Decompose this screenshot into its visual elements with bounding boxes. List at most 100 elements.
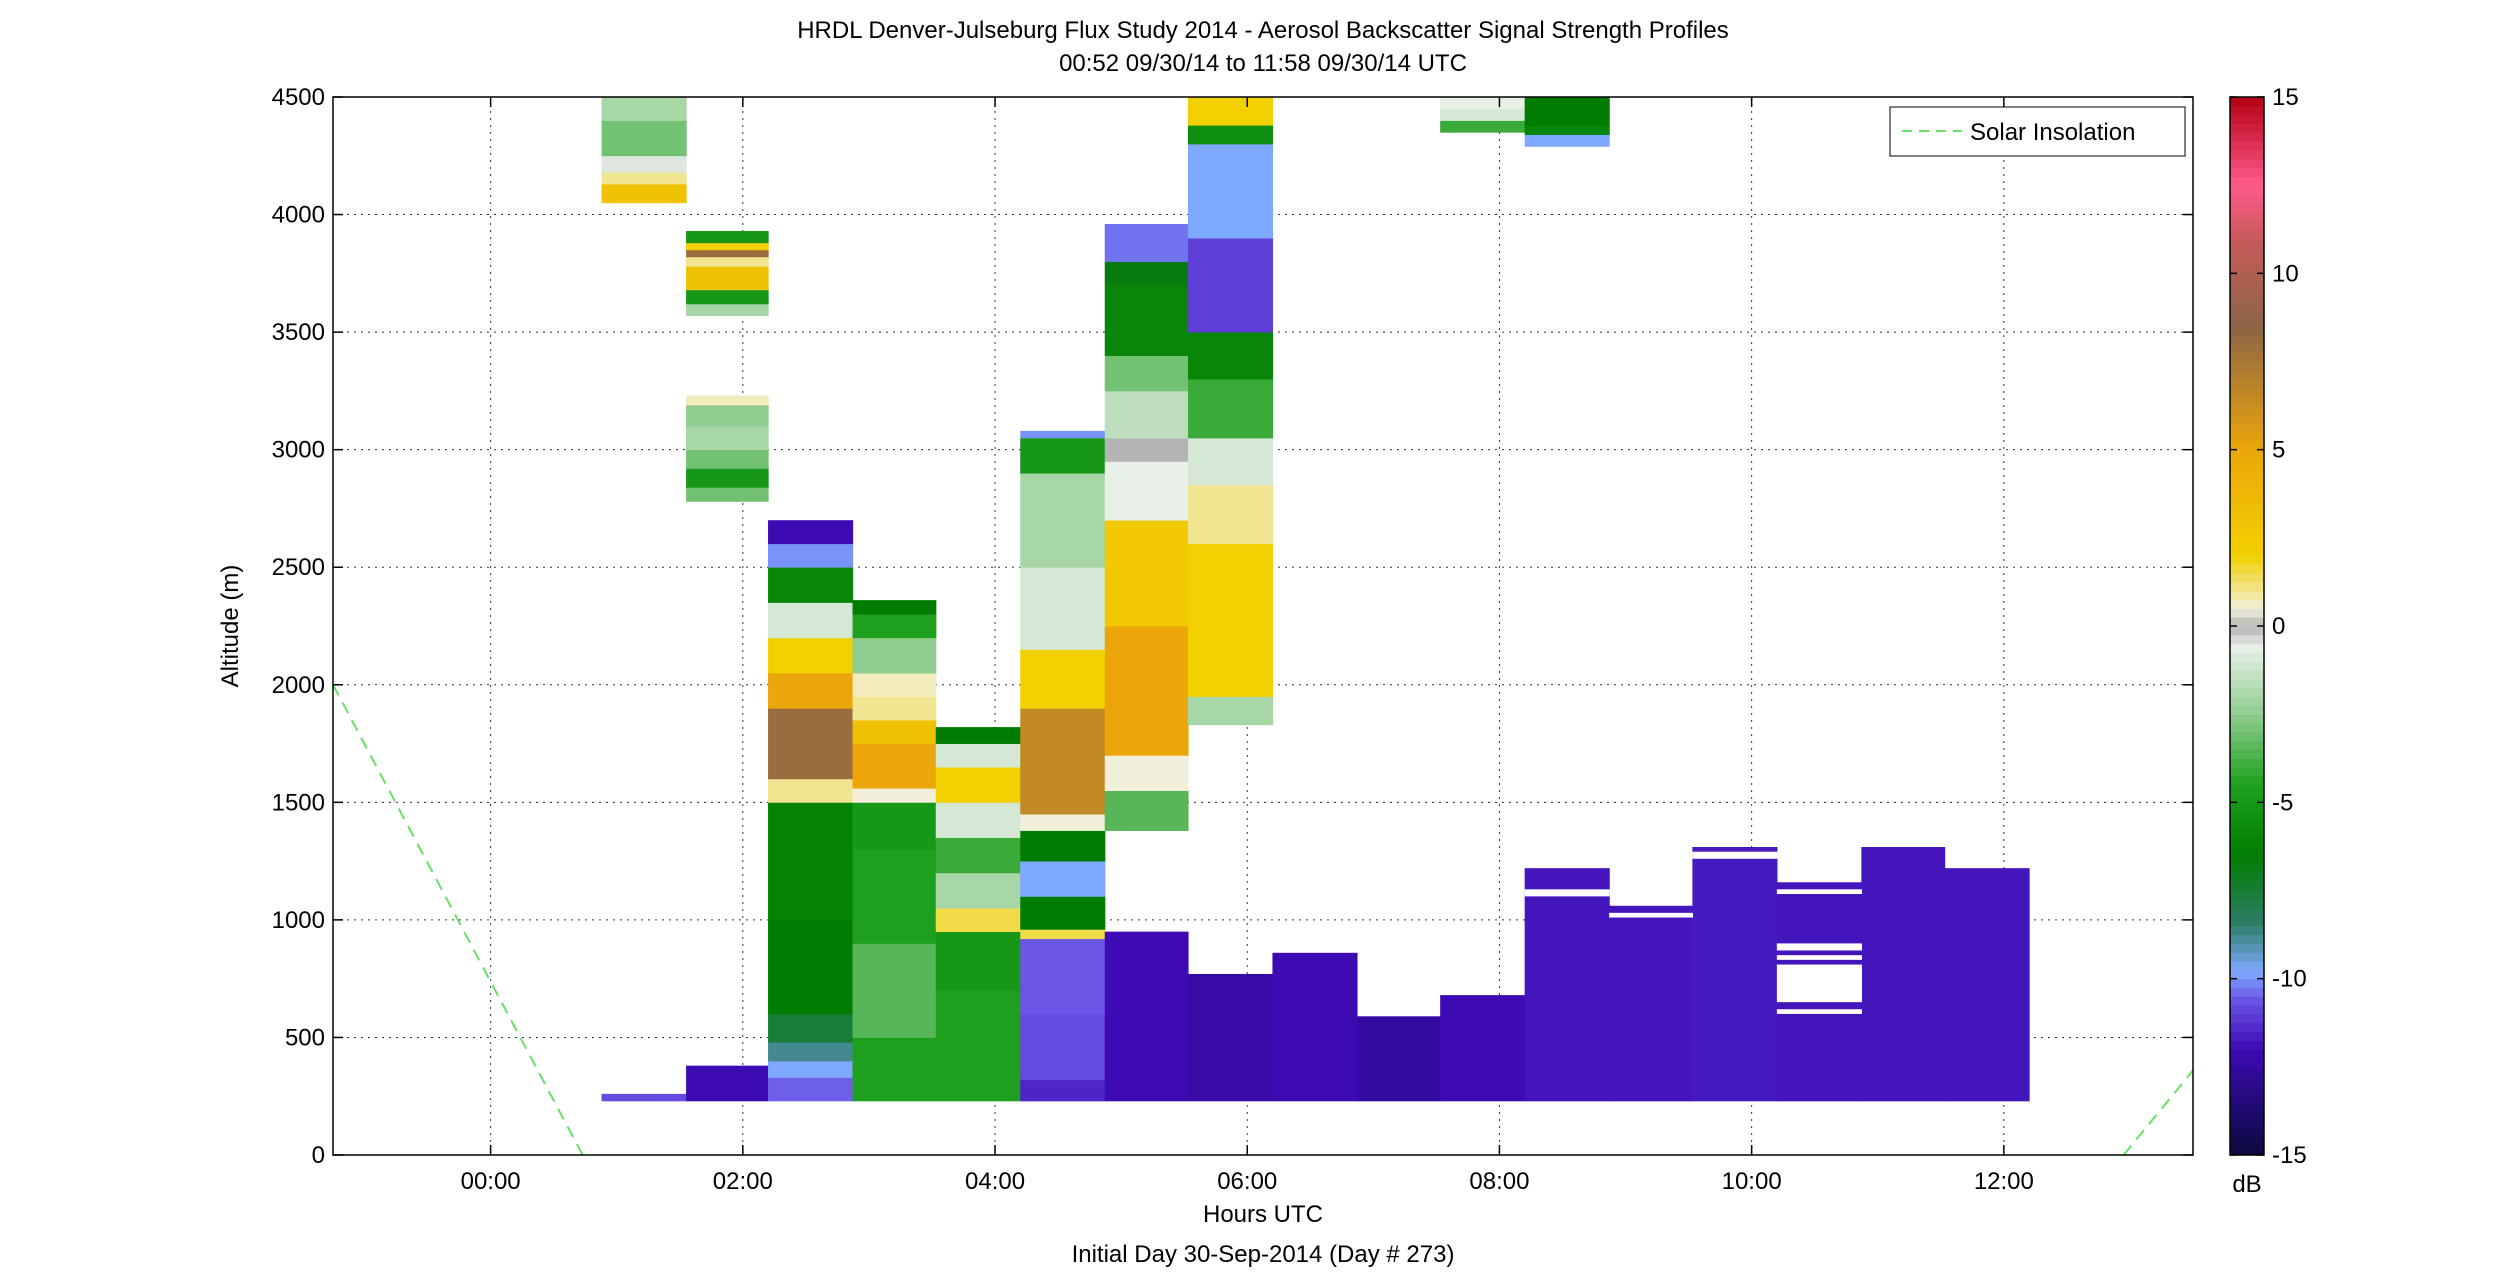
profile-cell [1104,626,1189,756]
profile-cell [1104,790,1189,831]
profile-cell [686,266,769,291]
colorbar-tick-label: -10 [2272,966,2307,993]
profile-cell [1020,473,1106,568]
profile-cell [686,395,769,406]
colorbar-cell [2230,141,2264,151]
profile-cell [1104,931,1189,1102]
profile-cell [768,567,854,603]
colorbar-cell [2230,97,2264,107]
x-tick-label: 02:00 [713,1168,773,1195]
y-tick-label: 1000 [272,907,325,934]
x-tick-label: 08:00 [1469,1168,1529,1195]
colorbar-cell [2230,537,2264,548]
profile-cell [768,520,854,545]
profile-cell [1692,847,1778,1102]
profile-cell [686,256,769,267]
figure-title: HRDL Denver-Julseburg Flux Study 2014 - … [797,17,1729,44]
profile-cell [1187,484,1274,545]
colorbar-cell [2230,961,2264,971]
colorbar-cell [2230,467,2264,477]
colorbar-cell [2230,167,2264,177]
colorbar-tick-label: -15 [2272,1142,2307,1169]
data-gap [1692,851,1778,859]
profile-cell [768,1042,854,1062]
figure-footer: Initial Day 30-Sep-2014 (Day # 273) [1072,1241,1455,1268]
colorbar-tick-label: -5 [2272,789,2293,816]
profile-cell [1187,97,1274,126]
profile-column [768,520,854,1102]
colorbar-cell [2230,978,2264,988]
x-tick-label: 06:00 [1217,1168,1277,1195]
y-tick-label: 500 [285,1024,325,1051]
colorbar-cell [2230,599,2264,609]
profile-cell [686,468,769,488]
colorbar-cell [2230,564,2264,574]
colorbar-cell [2230,943,2264,953]
colorbar-cell [2230,1013,2264,1024]
profile-cell [1104,755,1189,791]
colorbar-cell [2230,273,2264,283]
profile-cell [768,543,854,568]
colorbar-cell [2230,529,2264,539]
colorbar-cell [2230,687,2264,698]
profile-cell [768,602,854,639]
colorbar-cell [2230,255,2264,266]
profile-column [686,231,769,1102]
colorbar-cell [2230,149,2264,160]
colorbar-cell [2230,246,2264,257]
colorbar-cell [2230,793,2264,803]
profile-cell [1104,520,1189,627]
colorbar-cell [2230,352,2264,362]
profile-cell [1524,97,1610,126]
profile-column [1187,97,1274,1102]
colorbar-cell [2230,661,2264,671]
colorbar-cell [2230,308,2264,318]
profile-cell [768,1077,854,1102]
profile-column [1440,97,1526,1102]
colorbar-cell [2230,493,2264,504]
colorbar-cell [2230,608,2264,618]
profile-cell [1272,952,1358,1102]
colorbar-cell [2230,220,2264,230]
colorbar-cell [2230,643,2264,653]
profile-cell [935,931,1021,991]
profile-cell [852,943,937,1038]
colorbar-cell [2230,1128,2264,1138]
colorbar-cell [2230,379,2264,389]
solar-insolation-line [333,684,2193,1155]
colorbar-cell [2230,299,2264,310]
colorbar-cell [2230,696,2264,706]
colorbar-cell [2230,520,2264,530]
profile-cell [768,673,854,709]
profile-column [601,97,687,1102]
profile-cell [1524,134,1610,147]
colorbar-cell [2230,590,2264,601]
colorbar-cell [2230,767,2264,777]
colorbar-cell [2230,855,2264,865]
profile-cell [686,289,769,305]
data-gap [1776,955,1862,960]
colorbar-cell [2230,581,2264,592]
profile-cell [686,231,769,244]
profile-cell [1440,97,1526,110]
profile-cell [1104,223,1189,262]
colorbar-cell [2230,343,2264,354]
profile-cell [686,426,769,451]
profile-column [852,600,937,1102]
profile-cell [1524,125,1610,136]
colorbar-cell [2230,511,2264,521]
profile-cell [1020,1013,1106,1081]
profile-cell [1020,567,1106,650]
colorbar-tick-label: 0 [2272,613,2285,640]
axis-ticks: 00:00 02:00 04:00 06:00 08:00 10:00 12:00 0 500 1… [272,84,2193,1195]
y-tick-label: 2500 [272,554,325,581]
colorbar-cell [2230,1040,2264,1050]
colorbar-cell [2230,555,2264,565]
colorbar-cell [2230,864,2264,874]
colorbar-cell [2230,969,2264,980]
profile-cell [852,600,937,615]
profile-cell [768,1060,854,1078]
profile-cell [686,487,769,502]
colorbar-cell [2230,370,2264,380]
